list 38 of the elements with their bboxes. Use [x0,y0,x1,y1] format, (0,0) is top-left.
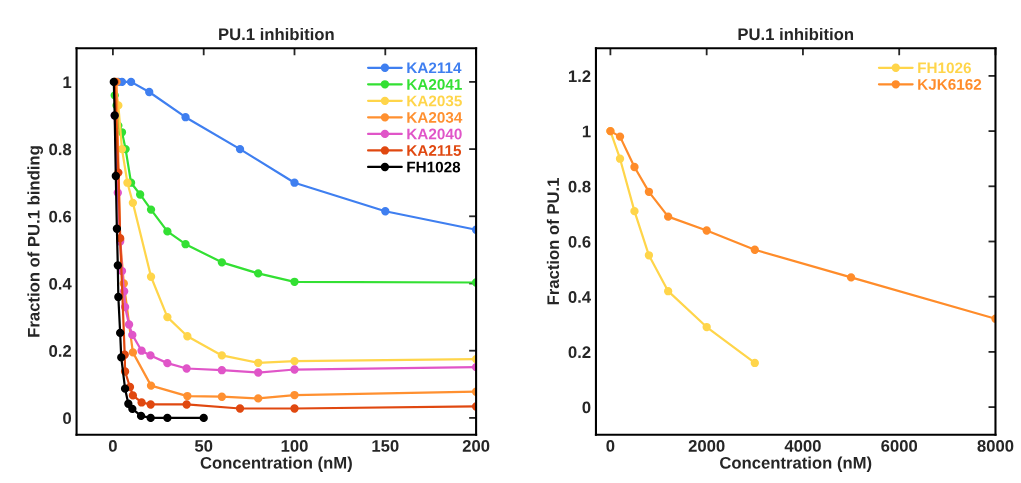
legend-label: KJK6162 [918,78,982,90]
y-tick-label: 1 [582,125,591,138]
y-tick-label: 1 [63,76,72,88]
x-tick-label: 50 [194,440,213,452]
y-tick-label: 0.2 [49,345,72,357]
y-tick-label: 0.4 [568,291,591,303]
y-tick-label: 0.6 [49,210,72,223]
y-axis-title: Fraction of PU.1 [546,178,560,305]
legend-label: KA2041 [407,78,462,90]
x-tick-label: 4000 [784,440,821,452]
y-tick-label: 0.4 [49,277,72,290]
y-tick-label: 0 [63,412,72,425]
y-tick-label: 0.8 [49,143,72,156]
x-tick-label: 0 [606,440,615,452]
legend-label: KA2034 [407,112,463,123]
y-tick-label: 0.8 [568,180,591,193]
legend-label: KA2035 [407,95,462,107]
x-tick-label: 100 [281,440,308,452]
chart-title: PU.1 inhibition [738,27,854,41]
x-tick-label: 6000 [881,440,918,452]
y-tick-label: 0 [582,401,591,414]
legend-label: KA2115 [407,145,462,156]
x-tick-label: 0 [108,440,117,452]
x-tick-label: 200 [462,440,490,452]
y-tick-label: 0.2 [568,346,591,359]
x-tick-label: 150 [372,440,399,452]
legend-label: FH1028 [407,161,461,173]
x-tick-label: 8000 [977,440,1014,452]
legend-label: KA2114 [407,62,462,74]
y-tick-label: 0.6 [568,235,591,248]
chart-title: PU.1 inhibition [219,27,334,41]
legend-label: FH1026 [918,62,971,74]
x-tick-label: 2000 [688,440,725,452]
x-axis-title: Concentration (nM) [720,456,872,473]
y-axis-title: Fraction of PU.1 binding [27,146,43,337]
legend-label: KA2040 [407,128,462,140]
y-tick-label: 1.2 [568,70,591,82]
x-axis-title: Concentration (nM) [200,456,352,473]
